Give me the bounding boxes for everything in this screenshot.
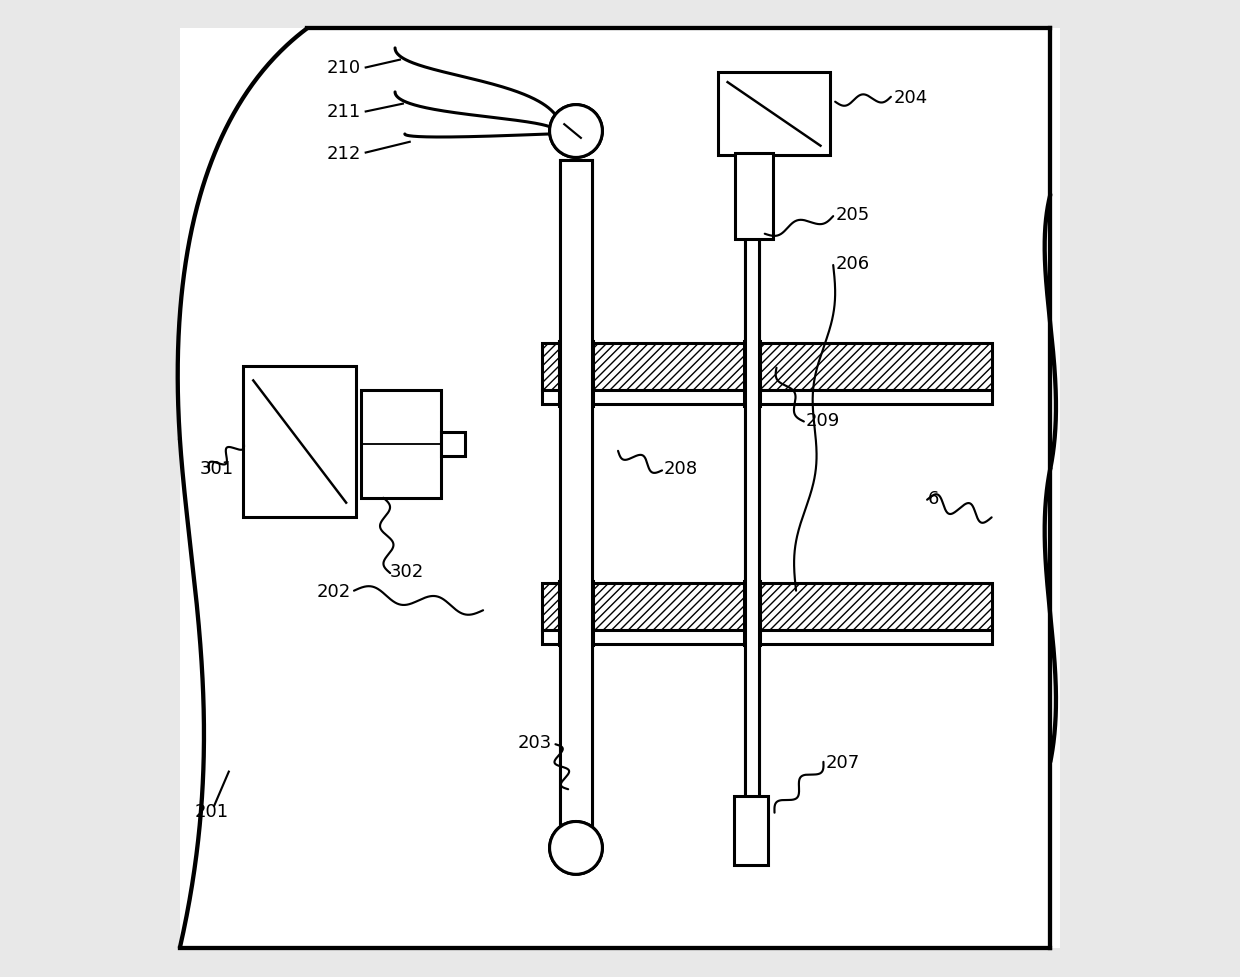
Text: 6: 6 (928, 489, 940, 507)
Circle shape (549, 822, 603, 874)
Text: 204: 204 (894, 89, 928, 106)
Bar (441, 433, 465, 456)
Bar (560, 161, 591, 826)
Bar (542, 583, 560, 630)
Circle shape (549, 106, 603, 158)
Bar (542, 344, 560, 391)
Bar (560, 161, 591, 826)
Text: 210: 210 (326, 60, 361, 77)
Text: 207: 207 (826, 753, 859, 771)
Bar (361, 391, 441, 498)
Text: 209: 209 (806, 411, 839, 429)
Bar (559, 342, 593, 406)
Bar (759, 344, 992, 391)
Bar (718, 73, 831, 156)
Text: 206: 206 (836, 255, 869, 273)
Bar (542, 391, 992, 404)
Text: 201: 201 (195, 802, 228, 820)
Bar (591, 344, 745, 391)
Bar (745, 156, 759, 811)
Bar (745, 156, 759, 811)
Text: 203: 203 (517, 734, 552, 751)
Text: 211: 211 (326, 104, 361, 121)
Text: 302: 302 (391, 563, 424, 580)
Bar (559, 581, 593, 646)
Bar (465, 431, 560, 446)
Text: 202: 202 (316, 582, 351, 600)
Bar (734, 796, 768, 865)
Bar (542, 630, 992, 644)
Circle shape (549, 822, 603, 874)
Bar (735, 153, 773, 239)
Text: 212: 212 (326, 145, 361, 162)
Text: 301: 301 (200, 460, 233, 478)
Bar (744, 342, 760, 406)
Text: 205: 205 (836, 206, 869, 224)
Bar (591, 583, 745, 630)
Circle shape (549, 106, 603, 158)
Bar (759, 583, 992, 630)
Bar (243, 366, 356, 518)
Text: 208: 208 (663, 460, 698, 478)
Bar (744, 581, 760, 646)
